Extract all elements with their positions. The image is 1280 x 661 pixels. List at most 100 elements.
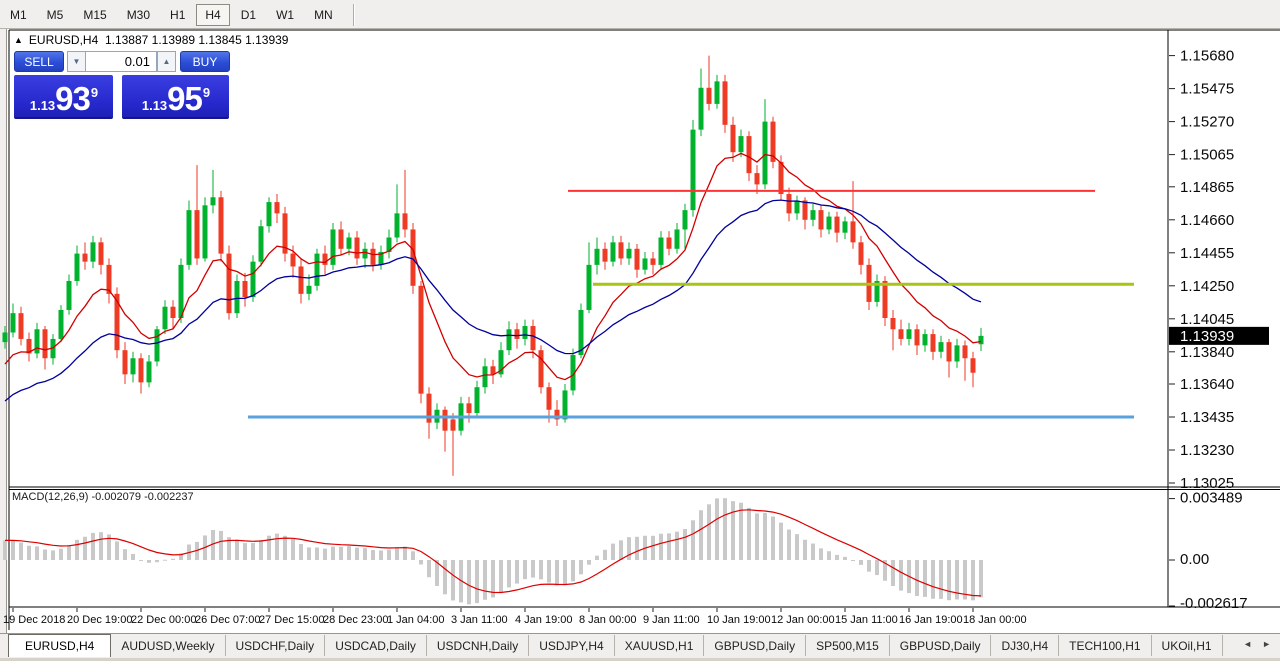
chart-tab-usdchf-daily[interactable]: USDCHF,Daily [226, 635, 326, 656]
timeframe-button-h4[interactable]: H4 [196, 4, 230, 26]
candle-body [778, 161, 784, 195]
volume-increase-button[interactable]: ▲ [157, 51, 176, 72]
candle-body [554, 409, 560, 420]
candle-body [586, 264, 592, 310]
current-price-value: 1.13939 [1180, 328, 1234, 345]
candle-body [858, 242, 864, 265]
candle-body [818, 210, 824, 230]
timeframe-button-h1[interactable]: H1 [170, 8, 186, 22]
candle-body [514, 329, 520, 339]
chart-tab-xauusd-h1[interactable]: XAUUSD,H1 [615, 635, 705, 656]
buy-price-panel[interactable]: 1.13959 [122, 75, 229, 119]
candle-body [378, 251, 384, 265]
chart-tab-gbpusd-daily[interactable]: GBPUSD,Daily [704, 635, 807, 656]
macd-histogram [3, 498, 983, 605]
candle-body [642, 258, 648, 270]
candle-body [338, 229, 344, 249]
chart-tab-dj30-h4[interactable]: DJ30,H4 [991, 635, 1060, 656]
candle-body [546, 387, 552, 410]
one-click-toggle-icon[interactable]: ▲ [14, 35, 23, 45]
candle-body [250, 261, 256, 298]
tab-scroll-left-icon[interactable]: ◄ [1243, 639, 1253, 649]
buy-price-prefix: 1.13 [141, 98, 168, 113]
macd-axis: 0.003489 0.00 -0.002617 [1169, 490, 1248, 612]
svg-text:1.13025: 1.13025 [1180, 475, 1234, 492]
candle-body [674, 229, 680, 249]
candle-body [2, 332, 8, 343]
chart-tab-usdcnh-daily[interactable]: USDCNH,Daily [427, 635, 530, 656]
timeframe-button-m1[interactable]: M1 [10, 8, 27, 22]
candle-body [970, 358, 976, 373]
candle-body [18, 313, 24, 339]
candle-body [666, 237, 672, 249]
candle-body [226, 253, 232, 314]
candle-body [802, 200, 808, 220]
sell-button[interactable]: SELL [14, 51, 64, 72]
trade-controls-row: SELL ▼ 0.01 ▲ BUY [14, 51, 230, 72]
candle-body [506, 329, 512, 351]
candle-body [810, 210, 816, 220]
candle-body [682, 210, 688, 230]
buy-price-sup: 9 [202, 85, 211, 100]
window-left-edge [0, 29, 7, 634]
candle-body [210, 197, 216, 206]
candle-body [594, 248, 600, 265]
candle-body [898, 329, 904, 339]
chart-tab-audusd-weekly[interactable]: AUDUSD,Weekly [111, 635, 226, 656]
chart-tab-usdcad-daily[interactable]: USDCAD,Daily [325, 635, 427, 656]
chart-title-symbol: EURUSD,H4 [28, 33, 99, 47]
buy-price-big: 95 [167, 80, 203, 117]
candle-body [170, 306, 176, 318]
svg-text:26 Dec 07:00: 26 Dec 07:00 [195, 614, 260, 626]
tab-scroll-arrows: ◄ ► [1238, 639, 1276, 649]
chart-frame [8, 29, 1280, 630]
chart-tab-sp500-m15[interactable]: SP500,M15 [806, 635, 890, 656]
chart-tab-eurusd-h4[interactable]: EURUSD,H4 [8, 634, 112, 657]
moving-average-fast [4, 152, 982, 381]
volume-decrease-button[interactable]: ▼ [67, 51, 86, 72]
svg-text:22 Dec 00:00: 22 Dec 00:00 [131, 614, 196, 626]
candle-body [730, 124, 736, 153]
buy-button[interactable]: BUY [180, 51, 230, 72]
candle-body [466, 403, 472, 413]
candle-body [978, 335, 984, 345]
candle-body [762, 121, 768, 185]
chart-tab-bar: EURUSD,H4 AUDUSD,Weekly USDCHF,Daily USDCAD… [0, 633, 1280, 658]
candle-body [930, 334, 936, 352]
candle-body [82, 253, 88, 262]
chart-tab-tech100-h1[interactable]: TECH100,H1 [1059, 635, 1152, 656]
timeframe-button-m30[interactable]: M30 [126, 8, 151, 22]
timeframe-toolbar: M1 M5 M15 M30 H1 H4 D1 W1 MN [0, 0, 1280, 29]
timeframe-button-d1[interactable]: D1 [240, 8, 257, 22]
chart-title: ▲ EURUSD,H4 1.13887 1.13989 1.13845 1.139… [14, 33, 288, 47]
candle-body [794, 200, 800, 214]
volume-input[interactable]: 0.01 [85, 51, 157, 72]
candle-body [346, 237, 352, 249]
candle-body [242, 280, 248, 298]
svg-text:15 Jan 11:00: 15 Jan 11:00 [835, 614, 898, 626]
timeframe-button-w1[interactable]: W1 [276, 8, 295, 22]
svg-text:1.13435: 1.13435 [1180, 409, 1234, 426]
chart-tab-usdjpy-h4[interactable]: USDJPY,H4 [529, 635, 615, 656]
candle-body [330, 229, 336, 265]
timeframe-button-mn[interactable]: MN [314, 8, 333, 22]
candle-body [362, 248, 368, 259]
chart-tab-gbpusd-daily[interactable]: GBPUSD,Daily [890, 635, 992, 656]
macd-signal-line [5, 509, 982, 597]
candle-body [66, 280, 72, 310]
chart-tab-ukoil-h1[interactable]: UKOil,H1 [1152, 635, 1223, 656]
candle-body [202, 205, 208, 259]
candle-body [186, 210, 192, 265]
svg-text:9 Jan 11:00: 9 Jan 11:00 [643, 614, 700, 626]
candle-body [178, 264, 184, 318]
sell-price-sup: 9 [90, 85, 99, 100]
tab-scroll-right-icon[interactable]: ► [1262, 639, 1271, 649]
candle-body [738, 136, 744, 153]
sell-price-panel[interactable]: 1.13939 [14, 75, 113, 119]
candle-body [274, 202, 280, 214]
timeframe-button-m5[interactable]: M5 [46, 8, 64, 22]
candle-body [266, 202, 272, 227]
timeframe-button-m15[interactable]: M15 [83, 8, 107, 22]
